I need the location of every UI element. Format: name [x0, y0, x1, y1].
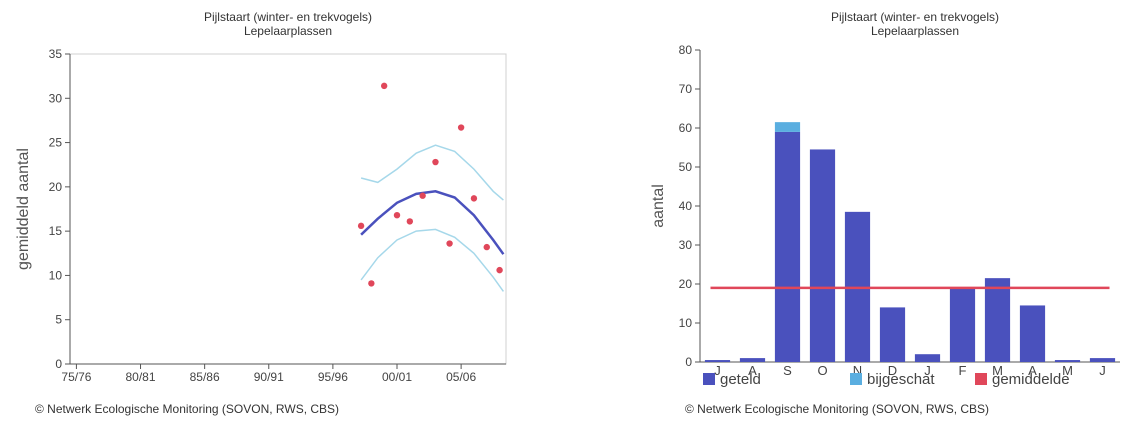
y-tick-label: 15 [49, 224, 63, 238]
legend-swatch [975, 373, 987, 385]
copyright-right: © Netwerk Ecologische Monitoring (SOVON,… [685, 402, 990, 416]
y-tick-label: 5 [55, 313, 62, 327]
x-tick-label: J [924, 363, 931, 378]
monthly-chart-title: Pijlstaart (winter- en trekvogels) [830, 10, 1000, 24]
data-point [470, 195, 478, 202]
monthly-chart: 0 10 20 30 40 50 60 70 80 aantal J A S O N D J F M A M Jgetel… [650, 43, 1120, 388]
monthly-chart-title-block: Pijlstaart (winter- en trekvogels) Lepel… [705, 10, 1125, 38]
trend-chart-title: Pijlstaart (winter- en trekvogels) [203, 10, 373, 24]
x-tick-label: 80/81 [126, 370, 156, 384]
bar-geteld [1089, 358, 1116, 362]
x-tick-label: A [748, 363, 757, 378]
data-point [380, 82, 388, 90]
data-point [393, 212, 401, 219]
y-axis-label: gemiddeld aantal [15, 148, 32, 270]
y-tick-label: 60 [679, 121, 693, 135]
copyright-left: © Netwerk Ecologische Monitoring (SOVON,… [35, 402, 340, 416]
bar-geteld [1019, 305, 1046, 362]
trend-chart-title-block: Pijlstaart (winter- en trekvogels) Lepel… [70, 10, 506, 38]
trend-chart-panel: Pijlstaart (winter- en trekvogels) Lepel… [0, 0, 560, 426]
data-point [368, 280, 375, 287]
y-tick-label: 0 [55, 357, 62, 371]
y-tick-label: 70 [679, 82, 693, 96]
data-point [419, 192, 426, 199]
bar-geteld [704, 360, 731, 362]
y-tick-label: 0 [685, 355, 692, 369]
data-point [446, 240, 453, 247]
bar-geteld [984, 278, 1011, 362]
data-point [432, 158, 439, 166]
trend-line [360, 190, 505, 255]
bar-geteld [774, 131, 801, 362]
legend-swatch [703, 373, 715, 385]
y-tick-label: 35 [49, 47, 63, 61]
x-tick-label: 05/06 [446, 370, 476, 384]
monthly-chart-subtitle: Lepelaarplassen [870, 24, 960, 38]
y-tick-label: 10 [49, 268, 63, 282]
x-tick-label: M [992, 363, 1003, 378]
x-tick-label: J [1099, 363, 1106, 378]
x-tick-label: M [1062, 363, 1073, 378]
bar-geteld [949, 287, 976, 362]
x-tick-label: O [817, 363, 827, 378]
y-tick-label: 30 [679, 238, 693, 252]
x-tick-label: 00/01 [382, 370, 412, 384]
data-point [483, 243, 490, 251]
bar-geteld [914, 354, 941, 362]
monthly-chart-panel: Pijlstaart (winter- en trekvogels) Lepel… [575, 0, 1135, 426]
legend-label: geteld [720, 371, 761, 388]
x-tick-label: 90/91 [254, 370, 284, 384]
plot-area-frame [69, 53, 507, 365]
y-tick-label: 80 [679, 43, 693, 57]
data-point [406, 218, 414, 225]
bar-geteld [1054, 360, 1081, 362]
x-tick-label: 85/86 [190, 370, 220, 384]
legend-swatch [850, 373, 862, 385]
confidence-band-upper [360, 144, 504, 201]
data-point [357, 222, 365, 230]
y-tick-label: 10 [679, 316, 693, 330]
trend-chart-subtitle: Lepelaarplassen [243, 24, 333, 38]
trend-chart: 0 5 10 15 20 25 30 35 75/76 80/81 85/86 90/91 95/96 0… [15, 47, 507, 384]
x-tick-label: A [1028, 363, 1037, 378]
y-tick-label: 30 [49, 91, 63, 105]
y-tick-label: 20 [49, 180, 63, 194]
bar-geteld [809, 149, 836, 362]
x-tick-label: S [783, 363, 792, 378]
bar-bijgeschat [774, 122, 801, 132]
bar-geteld [739, 358, 766, 362]
x-tick-label: F [959, 363, 967, 378]
x-tick-label: D [888, 363, 897, 378]
x-tick-label: 75/76 [61, 370, 91, 384]
y-tick-label: 50 [679, 160, 693, 174]
confidence-band-lower [360, 228, 505, 292]
bar-geteld [879, 307, 906, 362]
x-tick-label: 95/96 [318, 370, 348, 384]
y-axis-label: aantal [650, 184, 667, 228]
data-point [496, 266, 503, 274]
x-tick-label: J [714, 363, 721, 378]
legend-label: gemiddelde [992, 371, 1070, 388]
y-tick-label: 20 [679, 277, 693, 291]
y-tick-label: 25 [49, 136, 63, 150]
y-tick-label: 40 [679, 199, 693, 213]
legend-label: bijgeschat [867, 371, 935, 388]
x-tick-label: N [853, 363, 862, 378]
data-point [457, 124, 465, 131]
